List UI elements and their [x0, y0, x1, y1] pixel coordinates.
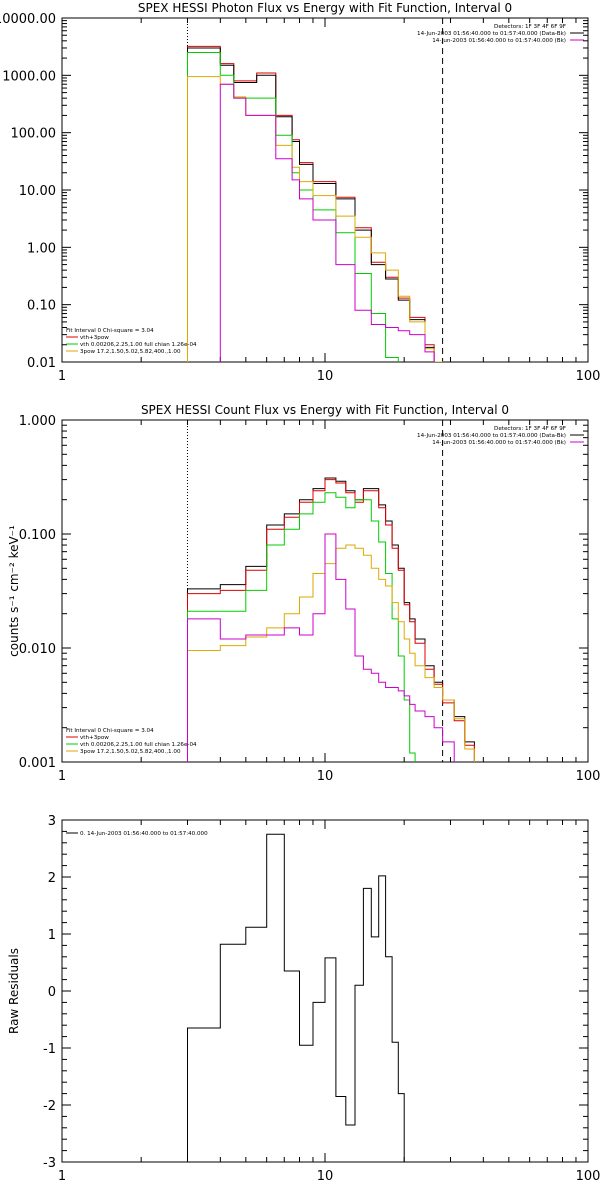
y-tick-label: 0.10 — [27, 299, 56, 314]
y-axis-label: Raw Residuals — [7, 948, 21, 1034]
info-text: Detectors: 1F 3F 4F 6F 9F — [494, 426, 566, 432]
info-text: Detectors: 1F 3F 4F 6F 9F — [494, 24, 566, 30]
y-tick-label: 1000.00 — [2, 69, 56, 84]
legend-text: vth 0.00206,2.25,1.00 full chian 1.26e-0… — [80, 342, 197, 348]
x-tick-label: 100 — [576, 369, 600, 384]
y-tick-label: -3 — [43, 1156, 56, 1171]
series-line-Bk — [187, 533, 455, 762]
y-tick-label: 2 — [48, 871, 56, 886]
y-tick-label: 10.00 — [19, 184, 56, 199]
legend-text: 3pow 17.2,1.50,5.02,5.82,400.,1.00 — [80, 349, 181, 355]
y-tick-label: 0 — [48, 985, 56, 1000]
y-tick-label: 0.010 — [19, 642, 56, 657]
x-tick-label: 10 — [317, 369, 334, 384]
y-tick-label: 100.00 — [11, 127, 57, 142]
legend-text: 0. 14-Jun-2003 01:56:40.000 to 01:57:40.… — [80, 831, 208, 837]
chart-panel-2: SPEX HESSI Count Flux vs Energy with Fit… — [7, 403, 600, 784]
x-tick-label: 1 — [58, 769, 66, 784]
x-tick-label: 100 — [576, 769, 600, 784]
legend-text: vth+3pow — [80, 735, 109, 741]
y-tick-label: 10000.00 — [0, 12, 56, 27]
chart-title: SPEX HESSI Count Flux vs Energy with Fit… — [141, 403, 509, 417]
info-text: 14-Jun-2003 01:56:40.000 to 01:57:40.000… — [432, 440, 566, 446]
info-text: 14-Jun-2003 01:56:40.000 to 01:57:40.000… — [417, 433, 566, 439]
series-line-Bk — [219, 83, 435, 362]
legend-text: Fit Interval 0 Chi-square = 3.04 — [66, 728, 154, 734]
chart-panel-3: Raw Residuals 1 10 100 -3 -2 -1 0 1 2 3 0. 14-Jun-2… — [7, 814, 600, 1184]
y-tick-label: 1.00 — [27, 241, 56, 256]
series-group — [187, 477, 475, 762]
legend-text: vth+3pow — [80, 335, 109, 341]
x-tick-label: 100 — [576, 1169, 600, 1184]
y-tick-label: 1 — [48, 928, 56, 943]
info-text: 14-Jun-2003 01:56:40.000 to 01:57:40.000… — [432, 38, 566, 44]
y-tick-label: -1 — [43, 1042, 56, 1057]
y-tick-label: -2 — [43, 1099, 56, 1114]
chart-title: SPEX HESSI Photon Flux vs Energy with Fi… — [138, 1, 512, 15]
series-line-vth — [187, 492, 416, 762]
y-tick-label: 0.100 — [19, 528, 56, 543]
y-tick-label: 1.000 — [19, 414, 56, 429]
series-group — [187, 833, 405, 1162]
y-tick-label: 3 — [48, 814, 56, 829]
y-axis-label: counts s⁻¹ cm⁻² keV⁻¹ — [7, 525, 21, 657]
y-tick-label: 0.01 — [27, 356, 56, 371]
x-tick-label: 10 — [317, 769, 334, 784]
x-tick-label: 1 — [58, 369, 66, 384]
legend-text: 3pow 17.2,1.50,5.02,5.82,400.,1.00 — [80, 749, 181, 755]
info-text: 14-Jun-2003 01:56:40.000 to 01:57:40.000… — [417, 31, 566, 37]
legend-text: Fit Interval 0 Chi-square = 3.04 — [66, 328, 154, 334]
y-tick-label: 0.001 — [19, 756, 56, 771]
legend-text: vth 0.00206,2.25,1.00 full chian 1.26e-0… — [80, 742, 197, 748]
x-tick-label: 1 — [58, 1169, 66, 1184]
series-line-series-1 — [187, 833, 405, 1162]
x-tick-label: 10 — [317, 1169, 334, 1184]
series-group — [187, 45, 444, 362]
chart-panel-1: SPEX HESSI Photon Flux vs Energy with Fi… — [0, 1, 600, 384]
series-line-3pow — [187, 544, 475, 762]
